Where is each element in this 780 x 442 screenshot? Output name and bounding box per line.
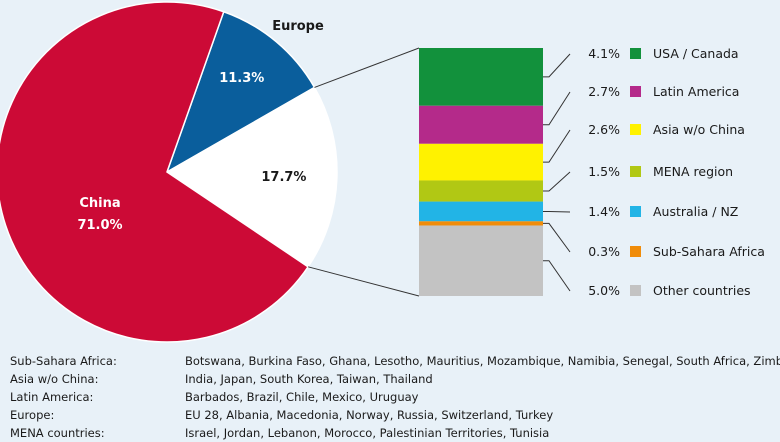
- legend-label-sub-sahara-africa: Sub-Sahara Africa: [653, 244, 765, 259]
- pie-label-europe-value: 11.3%: [219, 71, 264, 86]
- legend-label-other-countries: Other countries: [653, 283, 751, 298]
- bar-segment-usa-canada: [419, 48, 543, 106]
- note-label: Europe:: [10, 408, 55, 422]
- legend-value-latin-america: 2.7%: [588, 84, 620, 99]
- legend-label-asia-w-o-china: Asia w/o China: [653, 122, 745, 137]
- bar-segment-australia-nz: [419, 201, 543, 222]
- legend-value-asia-w-o-china: 2.6%: [588, 122, 620, 137]
- note-value: India, Japan, South Korea, Taiwan, Thail…: [185, 372, 433, 386]
- legend-label-latin-america: Latin America: [653, 84, 739, 99]
- pie-slice-china: [0, 1, 310, 343]
- note-row: Europe: EU 28, Albania, Macedonia, Norway…: [10, 406, 775, 424]
- note-row: Sub-Sahara Africa: Botswana, Burkina Faso…: [10, 352, 780, 370]
- leader-line: [543, 129, 571, 163]
- region-notes: Sub-Sahara Africa: Botswana, Burkina Faso…: [10, 352, 780, 442]
- legend-value-australia-nz: 1.4%: [588, 204, 620, 219]
- pie-chart: 11.3% Europe 17.7% China 71.0%: [0, 1, 338, 343]
- connector-lines: [307, 47, 420, 297]
- leader-line: [543, 222, 571, 253]
- note-label: MENA countries:: [10, 426, 105, 440]
- bar-segment-asia-w-o-china: [419, 143, 543, 181]
- pie-label-china-name: China: [79, 196, 120, 211]
- legend-value-sub-sahara-africa: 0.3%: [588, 244, 620, 259]
- bar-segment-mena-region: [419, 180, 543, 202]
- leader-line: [543, 171, 571, 192]
- note-row: MENA countries: Israel, Jordan, Lebanon, …: [10, 424, 775, 442]
- note-row: Asia w/o China: India, Japan, South Korea…: [10, 370, 775, 388]
- note-value: Botswana, Burkina Faso, Ghana, Lesotho, …: [185, 354, 780, 368]
- leader-line: [543, 91, 571, 126]
- pie-slice-europe: [165, 10, 316, 174]
- market-share-chart: 11.3% Europe 17.7% China 71.0% 4.1% USA / Can…: [0, 1, 765, 343]
- bar-segment-latin-america: [419, 105, 543, 144]
- legend-swatch-other-countries: [630, 285, 641, 296]
- note-value: Israel, Jordan, Lebanon, Morocco, Palest…: [185, 426, 550, 440]
- note-row: Latin America: Barbados, Brazil, Chile, M…: [10, 388, 775, 406]
- legend-swatch-australia-nz: [630, 206, 641, 217]
- leader-line: [543, 210, 571, 213]
- note-label: Sub-Sahara Africa:: [10, 354, 117, 368]
- note-value: EU 28, Albania, Macedonia, Norway, Russi…: [185, 408, 554, 422]
- legend-value-mena-region: 1.5%: [588, 164, 620, 179]
- pie-label-europe-name: Europe: [272, 19, 324, 34]
- bar-segment-other-countries: [419, 225, 543, 296]
- pie-slice-other: [165, 86, 338, 268]
- note-label: Latin America:: [10, 390, 94, 404]
- note-label: Asia w/o China:: [10, 372, 99, 386]
- legend-label-australia-nz: Australia / NZ: [653, 204, 738, 219]
- legend-swatch-asia-w-o-china: [630, 124, 641, 135]
- legend-label-usa-canada: USA / Canada: [653, 46, 739, 61]
- bar-segment-sub-sahara-africa: [419, 221, 543, 226]
- pie-label-other-value: 17.7%: [261, 170, 306, 185]
- legend-value-other-countries: 5.0%: [588, 283, 620, 298]
- legend-swatch-sub-sahara-africa: [630, 246, 641, 257]
- legend: 4.1% USA / Canada 2.7% Latin America 2.6% Asi…: [543, 46, 765, 298]
- legend-swatch-latin-america: [630, 86, 641, 97]
- legend-swatch-usa-canada: [630, 48, 641, 59]
- note-value: Barbados, Brazil, Chile, Mexico, Uruguay: [185, 390, 419, 404]
- stacked-bar: [419, 48, 543, 296]
- leader-line: [543, 260, 571, 292]
- legend-label-mena-region: MENA region: [653, 164, 733, 179]
- leader-line: [543, 53, 571, 78]
- pie-label-china-value: 71.0%: [77, 218, 122, 233]
- legend-value-usa-canada: 4.1%: [588, 46, 620, 61]
- legend-swatch-mena-region: [630, 166, 641, 177]
